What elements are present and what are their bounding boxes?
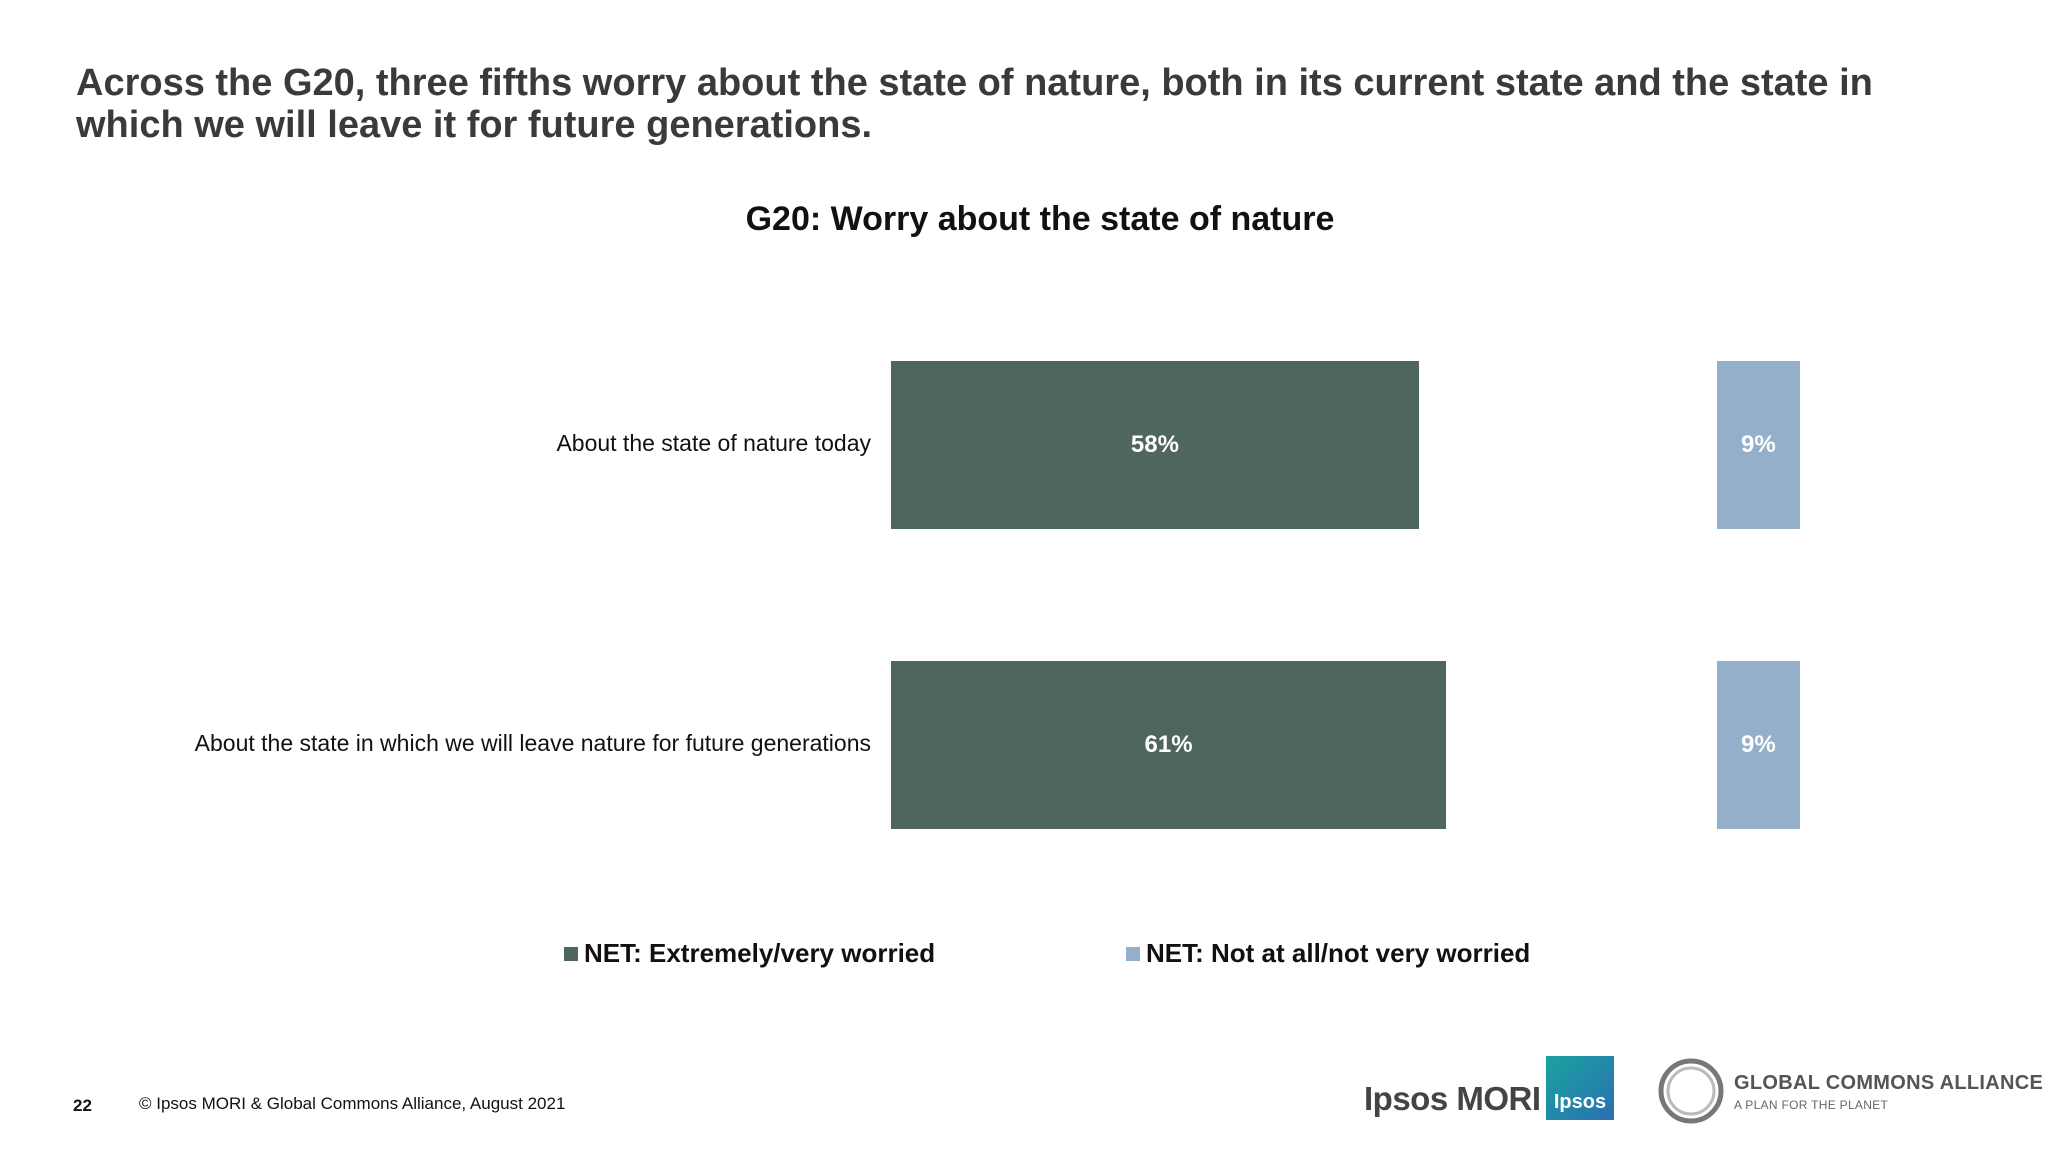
slide-title: Across the G20, three fifths worry about… bbox=[76, 62, 1873, 146]
gca-ring-icon bbox=[1658, 1058, 1724, 1124]
bar-worried-future: 61% bbox=[891, 661, 1447, 829]
bar-not-worried-future: 9% bbox=[1717, 661, 1800, 829]
category-label-future: About the state in which we will leave n… bbox=[194, 730, 871, 756]
bar-label-worried-today: 58% bbox=[1130, 431, 1179, 458]
legend-label-not-worried: NET: Not at all/not very worried bbox=[1146, 938, 1531, 968]
legend-swatch-not-worried bbox=[1126, 946, 1140, 961]
ipsos-mori-logo: Ipsos MORI bbox=[1364, 1080, 1541, 1117]
legend-swatch-worried bbox=[564, 946, 578, 961]
legend-label-worried: NET: Extremely/very worried bbox=[584, 938, 936, 968]
gca-logo-tagline: A PLAN FOR THE PLANET bbox=[1734, 1098, 1889, 1112]
chart-legend: NET: Extremely/very worried NET: Not at … bbox=[0, 938, 2048, 974]
bar-not-worried-today: 9% bbox=[1717, 361, 1800, 529]
bar-label-worried-future: 61% bbox=[1144, 731, 1193, 758]
copyright-text: © Ipsos MORI & Global Commons Alliance, … bbox=[139, 1094, 566, 1113]
category-label-today: About the state of nature today bbox=[556, 430, 871, 456]
gca-logo-name: GLOBAL COMMONS ALLIANCE bbox=[1734, 1072, 2044, 1094]
page-number: 22 bbox=[73, 1096, 92, 1115]
chart-title: G20: Worry about the state of nature bbox=[745, 200, 1335, 238]
legend-item-worried: NET: Extremely/very worried bbox=[564, 938, 935, 969]
bar-label-not-worried-future: 9% bbox=[1741, 731, 1776, 758]
legend-item-not-worried: NET: Not at all/not very worried bbox=[1126, 938, 1530, 969]
ipsos-logo-badge: Ipsos bbox=[1546, 1056, 1614, 1120]
bar-worried-today: 58% bbox=[891, 361, 1419, 529]
bar-label-not-worried-today: 9% bbox=[1741, 431, 1776, 458]
